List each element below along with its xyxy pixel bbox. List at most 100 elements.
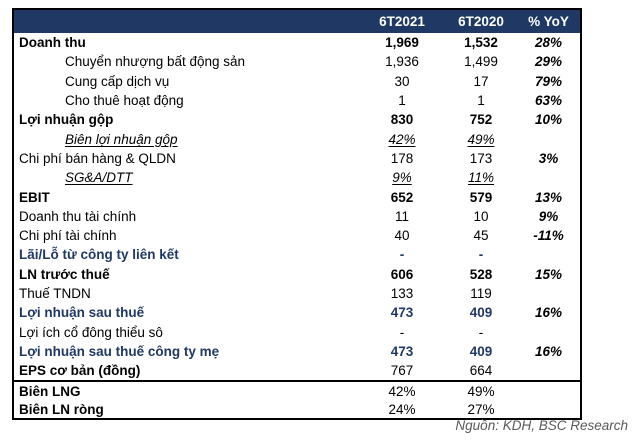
table-row: Thuế TNDN 133 119 [14, 284, 580, 303]
column-header-item [14, 10, 359, 33]
value-6t2020: 1,532 [464, 35, 498, 51]
value-6t2021: 42% [359, 380, 445, 401]
row-label: Lợi nhuận sau thuế công ty mẹ [19, 343, 220, 359]
table-row: Chuyển nhượng bất động sản 1,936 1,499 2… [14, 52, 580, 71]
row-label: LN trước thuế [19, 266, 110, 282]
table-row: Lợi nhuận sau thuế 473 409 16% [14, 303, 580, 322]
row-label: Biên LN ròng [19, 401, 104, 417]
value-6t2021: 42% [388, 131, 416, 147]
value-6t2020: 1 [477, 93, 485, 109]
value-yoy: 13% [534, 189, 563, 205]
value-yoy: 28% [534, 35, 563, 51]
value-6t2021: 606 [390, 266, 414, 282]
value-yoy: 16% [534, 305, 563, 321]
value-6t2020: 45 [473, 228, 489, 244]
table-row: LN trước thuế 606 528 15% [14, 265, 580, 284]
row-label: Chi phí tài chính [19, 228, 117, 244]
table-row: Doanh thu tài chính 11 10 9% [14, 207, 580, 226]
value-yoy: 9% [538, 208, 559, 224]
table-row: Cho thuê hoạt động 1 1 63% [14, 91, 580, 110]
value-6t2020: 119 [470, 286, 492, 301]
table-row: EPS cơ bản (đồng) 767 664 [14, 361, 580, 381]
value-6t2020: - [478, 324, 484, 340]
row-label: Lãi/Lỗ từ công ty liên kết [19, 247, 179, 263]
value-6t2021: 40 [394, 228, 410, 244]
value-6t2021: 30 [394, 73, 410, 89]
value-yoy [517, 284, 580, 303]
row-label: EPS cơ bản (đồng) [19, 363, 141, 379]
row-label: Chi phí bán hàng & QLDN [19, 150, 176, 166]
value-yoy [517, 245, 580, 264]
financial-table: 6T2021 6T2020 % YoY Doanh thu 1,969 1,53… [12, 8, 582, 421]
value-6t2021: 767 [390, 363, 414, 379]
row-label: Lợi nhuận gộp [19, 112, 114, 128]
value-6t2020: 752 [469, 112, 493, 128]
value-6t2021: 133 [390, 286, 414, 301]
value-6t2020: 17 [473, 73, 489, 89]
table-row: Doanh thu 1,969 1,532 28% [14, 33, 580, 52]
row-label: Lợi ích cổ đông thiểu sô [19, 324, 163, 340]
value-yoy: 29% [534, 54, 563, 70]
value-6t2021: 473 [390, 305, 414, 321]
value-6t2020: 664 [469, 363, 493, 379]
table-body: Doanh thu 1,969 1,532 28% Chuyển nhượng … [14, 33, 580, 418]
value-6t2021: - [399, 247, 405, 263]
value-yoy [517, 380, 580, 401]
row-label: SG&A/DTT [65, 170, 133, 186]
table-row: Biên lợi nhuận gộp 42% 49% [14, 129, 580, 148]
value-yoy: 79% [534, 73, 563, 89]
table-row: Lợi ích cổ đông thiểu sô - - [14, 322, 580, 341]
value-yoy: 63% [534, 93, 563, 109]
value-6t2020: 10 [473, 208, 489, 224]
row-label: Thuế TNDN [19, 286, 91, 301]
table-row: Chi phí bán hàng & QLDN 178 173 3% [14, 149, 580, 168]
table-row: Lãi/Lỗ từ công ty liên kết - - [14, 245, 580, 264]
value-6t2021: 24% [388, 401, 416, 417]
table-row: SG&A/DTT 9% 11% [14, 168, 580, 187]
value-yoy [517, 361, 580, 381]
value-yoy [517, 322, 580, 341]
value-yoy: 15% [534, 266, 563, 282]
column-header-6t2020: 6T2020 [445, 10, 517, 33]
value-6t2020: 409 [469, 305, 493, 321]
value-6t2021: 1,969 [385, 35, 419, 51]
table-row: EBIT 652 579 13% [14, 187, 580, 206]
value-6t2021: 9% [392, 170, 412, 186]
row-label: Chuyển nhượng bất động sản [65, 54, 246, 70]
value-6t2020: 49% [467, 131, 495, 147]
row-label: Doanh thu [19, 35, 86, 51]
row-label: Biên LNG [14, 380, 359, 401]
row-label: Lợi nhuận sau thuế [19, 305, 145, 321]
value-6t2020: 11% [467, 170, 495, 186]
value-yoy: 16% [534, 343, 563, 359]
value-6t2020: 49% [445, 380, 517, 401]
value-6t2021: 11 [394, 208, 409, 224]
income-statement-table: 6T2021 6T2020 % YoY Doanh thu 1,969 1,53… [14, 10, 580, 418]
value-6t2021: 1,936 [385, 54, 419, 70]
value-6t2020: 579 [469, 189, 493, 205]
table-row: Lợi nhuận sau thuế công ty mẹ 473 409 16… [14, 342, 580, 361]
row-label: Doanh thu tài chính [19, 208, 137, 224]
value-6t2021: 473 [390, 343, 414, 359]
value-6t2020: 27% [467, 401, 495, 417]
value-6t2021: 830 [390, 112, 414, 128]
value-6t2021: 1 [398, 93, 406, 109]
value-6t2021: 652 [390, 189, 414, 205]
row-label: Cung cấp dịch vụ [65, 73, 170, 89]
column-header-6t2021: 6T2021 [359, 10, 445, 33]
value-6t2020: 173 [469, 150, 493, 166]
row-label: Biên lợi nhuận gộp [65, 131, 178, 147]
table-row: Cung cấp dịch vụ 30 17 79% [14, 72, 580, 91]
table-row: Lợi nhuận gộp 830 752 10% [14, 110, 580, 129]
value-yoy [517, 168, 580, 187]
value-6t2021: 178 [390, 150, 414, 166]
value-yoy [517, 400, 580, 418]
table-row: Biên LNG 42% 49% [14, 380, 580, 401]
table-row: Chi phí tài chính 40 45 -11% [14, 226, 580, 245]
value-yoy: 3% [538, 150, 559, 166]
column-header-yoy: % YoY [517, 10, 580, 33]
value-6t2020: 409 [469, 343, 493, 359]
value-yoy: -11% [533, 228, 564, 244]
value-6t2021: - [399, 324, 405, 340]
